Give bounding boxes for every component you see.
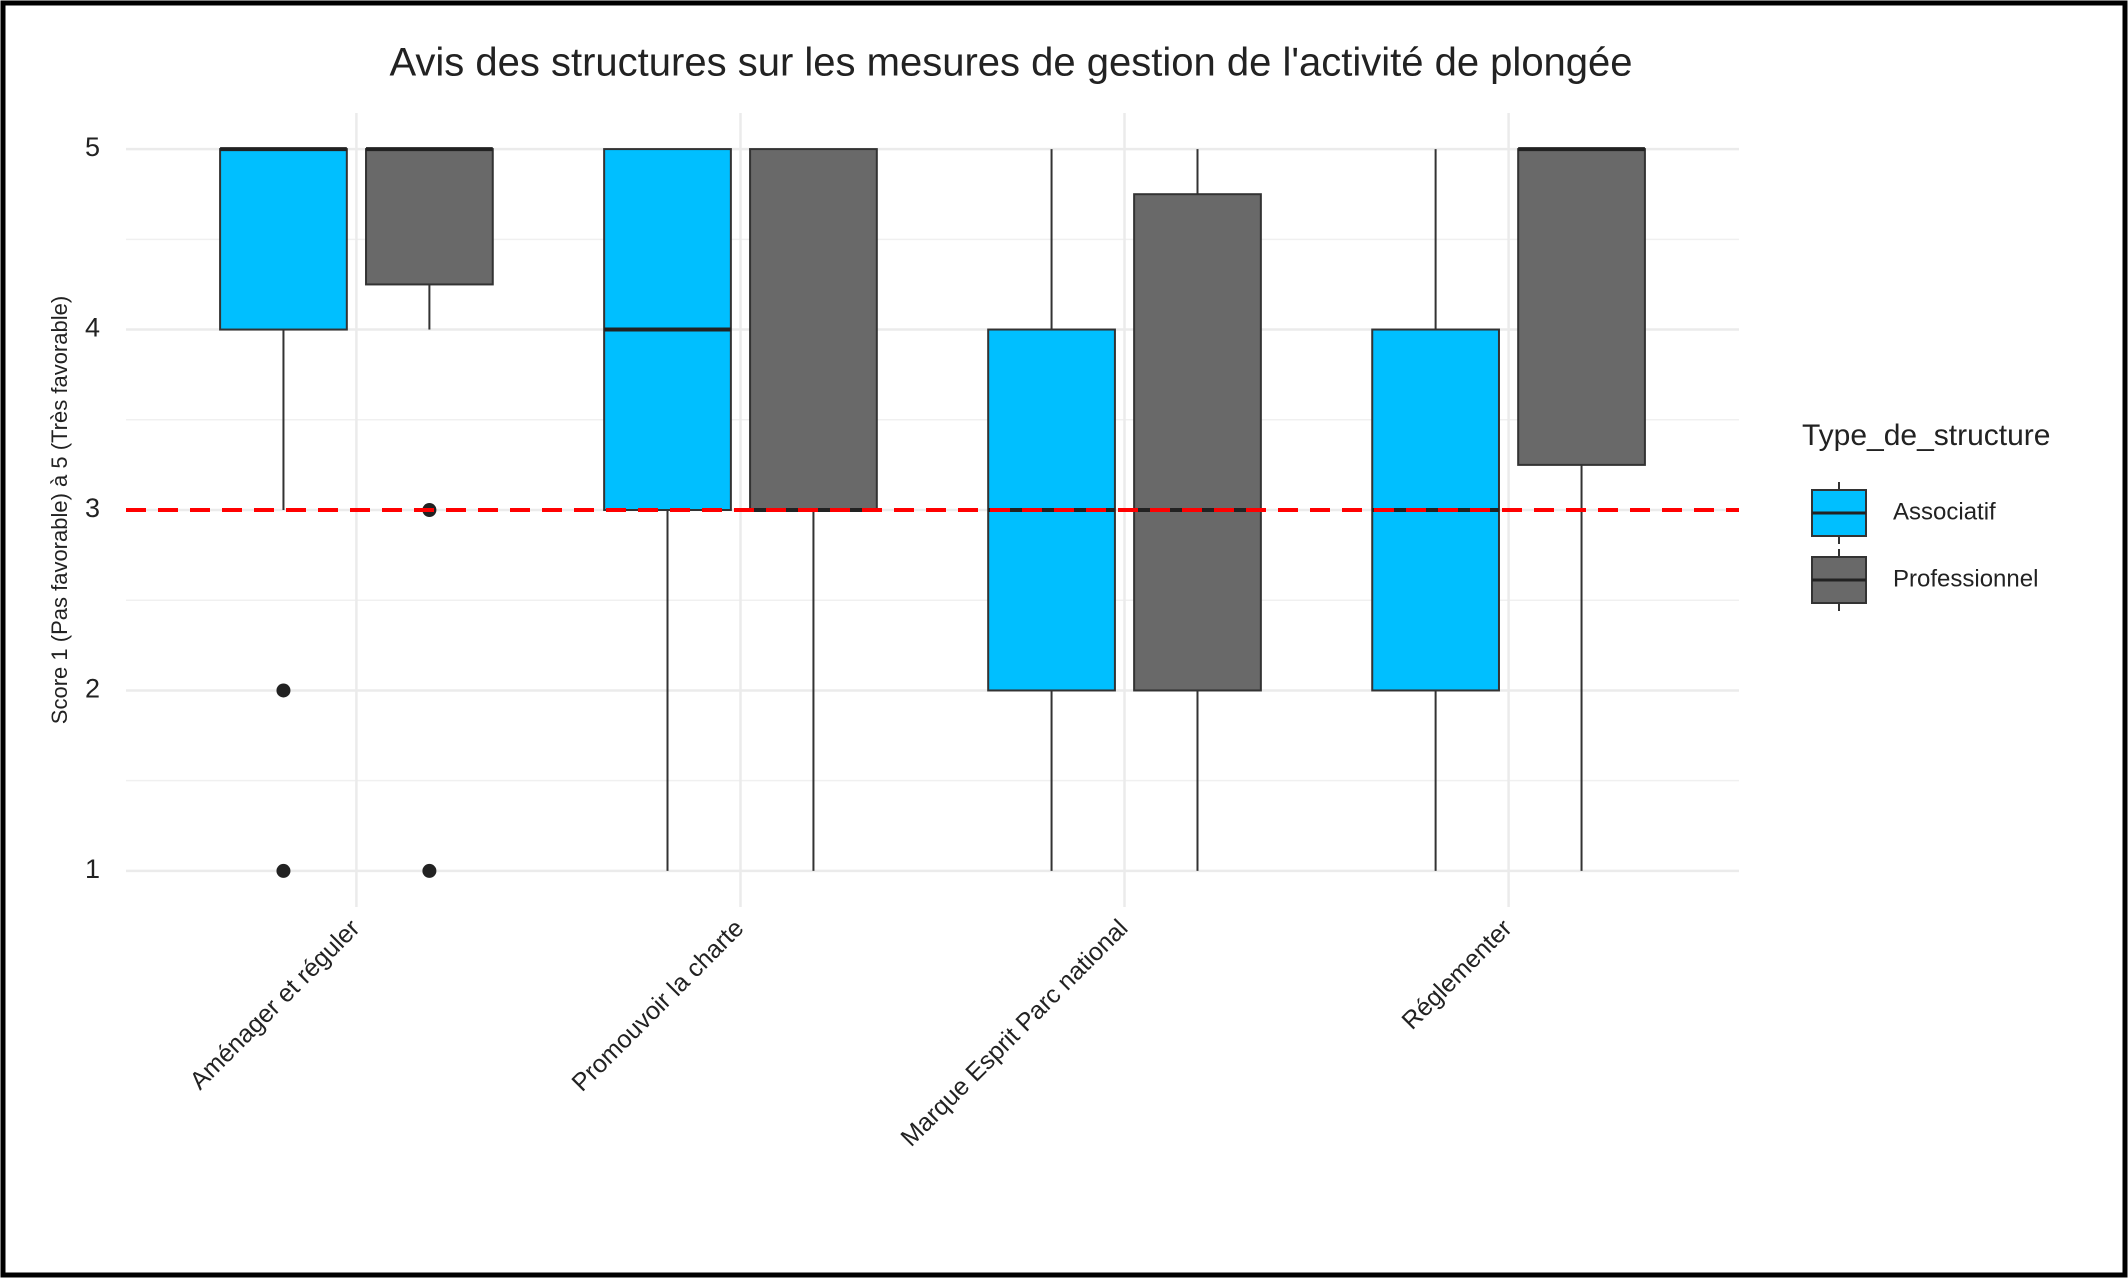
- y-tick-label: 3: [85, 493, 100, 523]
- y-tick-label: 4: [85, 313, 100, 343]
- box: [1517, 148, 1646, 466]
- y-tick-label: 1: [85, 854, 100, 884]
- box: [219, 148, 348, 331]
- box: [749, 148, 878, 511]
- legend-label: Associatif: [1893, 498, 1996, 525]
- y-tick-label: 5: [85, 132, 100, 162]
- outlier: [276, 683, 291, 698]
- legend-label: Professionnel: [1893, 565, 2038, 592]
- box: [365, 148, 494, 286]
- legend-title: Type_de_structure: [1802, 419, 2050, 452]
- outlier: [422, 863, 437, 878]
- box: [1133, 193, 1262, 692]
- y-tick-label: 2: [85, 674, 100, 704]
- chart-title: Avis des structures sur les mesures de g…: [389, 41, 1632, 85]
- y-axis-label: Score 1 (Pas favorable) à 5 (Très favora…: [47, 296, 72, 724]
- outlier: [276, 863, 291, 878]
